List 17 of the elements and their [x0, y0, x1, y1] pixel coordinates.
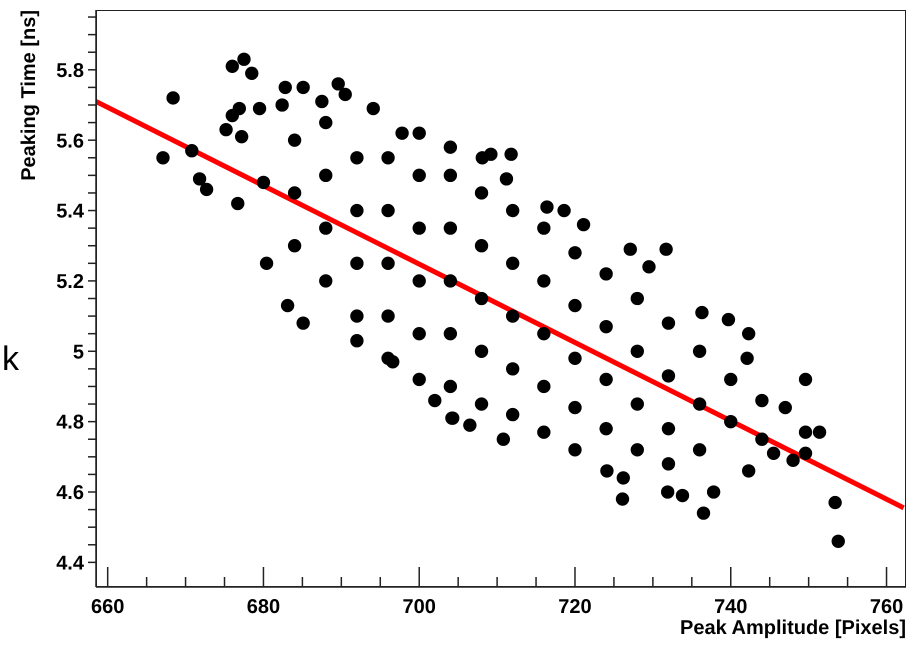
- y-axis-title: Peaking Time [ns]: [18, 10, 40, 181]
- y-tick-label: 5.6: [56, 130, 84, 152]
- y-tick-label: 4.6: [56, 482, 84, 504]
- y-tick-label: 5: [72, 341, 84, 364]
- y-tick-label: 4.8: [56, 412, 84, 434]
- x-tick-label: 680: [246, 596, 280, 618]
- y-tick-label: 5.2: [56, 271, 84, 294]
- x-tick-label: 700: [402, 596, 436, 618]
- y-tick-label: 5.8: [56, 60, 84, 82]
- x-tick-label: 760: [870, 596, 904, 618]
- x-tick-label: 660: [90, 596, 124, 618]
- y-tick-label: 4.4: [56, 552, 85, 574]
- y-tick-label: 5.4: [56, 200, 85, 223]
- x-axis-title: Peak Amplitude [Pixels]: [680, 617, 906, 640]
- text: k: [2, 340, 19, 379]
- x-tick-label: 740: [714, 596, 748, 618]
- x-tick-label: 720: [558, 596, 592, 618]
